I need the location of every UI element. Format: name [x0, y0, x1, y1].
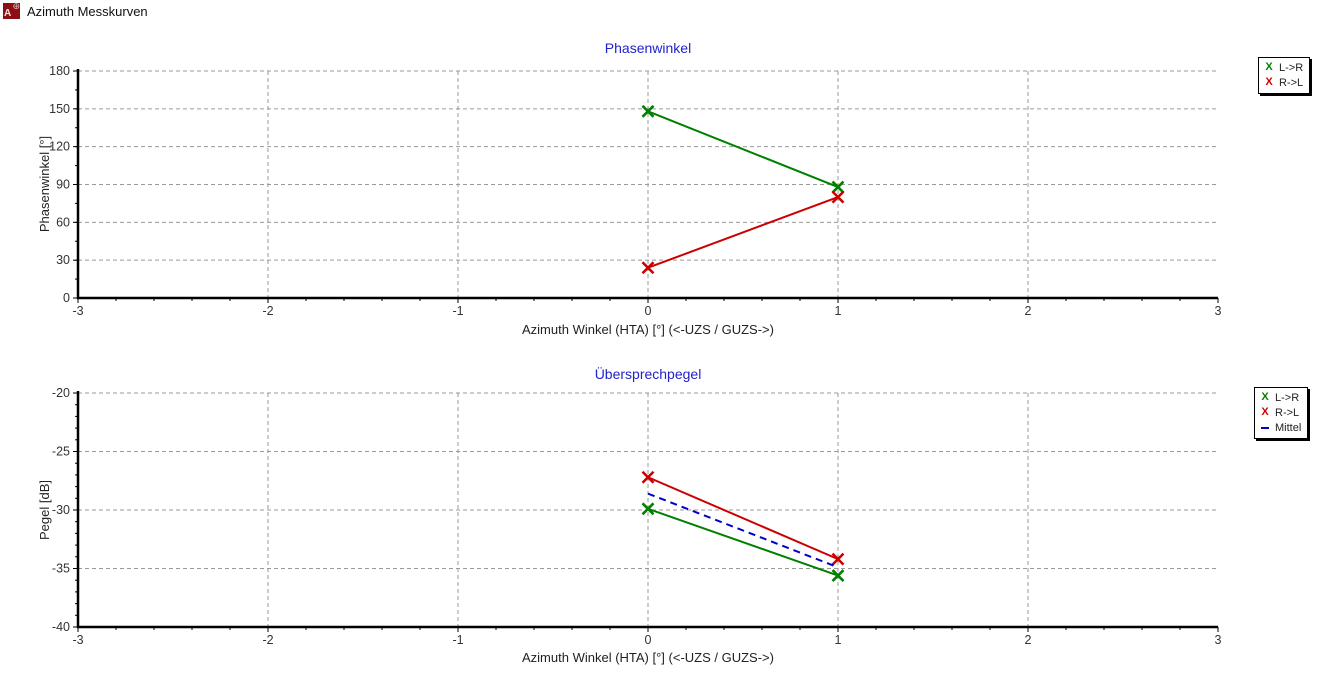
window-header: A ⊕ Azimuth Messkurven: [3, 1, 148, 19]
x-tick-label: 0: [645, 633, 652, 647]
chart-title-uebersprechpegel: Übersprechpegel: [594, 366, 702, 382]
x-marker-icon: [641, 104, 655, 118]
app-icon-plus-circle-icon: ⊕: [12, 1, 20, 11]
legend-label: R->L: [1279, 76, 1304, 89]
azimuth-app-icon: A ⊕: [3, 1, 20, 19]
x-tick-label: 2: [1025, 304, 1032, 318]
series-line-l->r: [647, 110, 839, 188]
chart-übersprechpegel: -3 -2 -1 0 1 2 3 -40 -35 -30 -25 -20: [52, 386, 1222, 647]
legend-label: L->R: [1275, 391, 1300, 404]
x-tick-label: -1: [452, 633, 463, 647]
series-line-l->r: [647, 507, 839, 577]
legend-item: X L->R: [1260, 390, 1301, 405]
x-tick-label: 2: [1025, 633, 1032, 647]
legend-item: X R->L: [1264, 75, 1303, 90]
y-tick-label: -40: [52, 620, 70, 634]
x-marker-icon: [831, 569, 845, 582]
x-tick-label: -2: [262, 633, 273, 647]
x-tick-label: -2: [262, 304, 273, 318]
x-marker-icon: X: [1261, 406, 1269, 418]
x-marker-icon: [831, 190, 845, 204]
x-axis-title-top: Azimuth Winkel (HTA) [°] (<-UZS / GUZS->…: [522, 322, 774, 337]
x-marker-icon: X: [1265, 76, 1273, 88]
x-marker-icon: [831, 180, 845, 194]
x-marker-icon: [831, 552, 845, 566]
x-marker-icon: X: [1261, 391, 1269, 403]
y-tick-label: 90: [56, 178, 70, 192]
y-tick-label: 0: [63, 291, 70, 305]
series-line-r->l: [647, 476, 839, 561]
legend-phasenwinkel: X L->R X R->L: [1258, 57, 1311, 94]
y-tick-label: 120: [49, 140, 70, 154]
app-icon-letter: A: [4, 8, 12, 19]
x-tick-label: -1: [452, 304, 463, 318]
y-tick-label: 150: [49, 102, 70, 116]
x-tick-label: 1: [835, 304, 842, 318]
x-tick-label: -3: [72, 633, 83, 647]
x-tick-label: 1: [835, 633, 842, 647]
dash-marker-icon: [1261, 426, 1269, 429]
x-marker-icon: [641, 502, 655, 516]
chart-title-phasenwinkel: Phasenwinkel: [604, 40, 692, 56]
x-marker-icon: [641, 261, 655, 275]
legend-label: L->R: [1279, 61, 1304, 74]
y-tick-label: -20: [52, 386, 70, 400]
y-tick-label: -25: [52, 445, 70, 459]
x-tick-label: 3: [1215, 304, 1222, 318]
x-marker-icon: [641, 470, 655, 484]
legend-item: Mittel: [1260, 420, 1301, 435]
y-tick-label: -35: [52, 562, 70, 576]
legend-item: X R->L: [1260, 405, 1301, 420]
x-tick-label: -3: [72, 304, 83, 318]
series-line-r->l: [647, 196, 839, 269]
x-tick-label: 0: [645, 304, 652, 318]
y-tick-label: -30: [52, 503, 70, 517]
legend-label: Mittel: [1275, 421, 1302, 434]
legend-item: X L->R: [1264, 60, 1303, 75]
y-tick-label: 180: [49, 64, 70, 78]
window-title: Azimuth Messkurven: [27, 3, 148, 19]
series-line-mittel: [647, 492, 839, 569]
legend-label: R->L: [1275, 406, 1300, 419]
legend-uebersprechpegel: X L->R X R->L Mittel: [1254, 387, 1309, 439]
x-tick-label: 3: [1215, 633, 1222, 647]
y-tick-label: 60: [56, 215, 70, 229]
x-axis-title-bottom: Azimuth Winkel (HTA) [°] (<-UZS / GUZS->…: [522, 650, 774, 665]
x-marker-icon: X: [1265, 61, 1273, 73]
y-tick-label: 30: [56, 253, 70, 267]
